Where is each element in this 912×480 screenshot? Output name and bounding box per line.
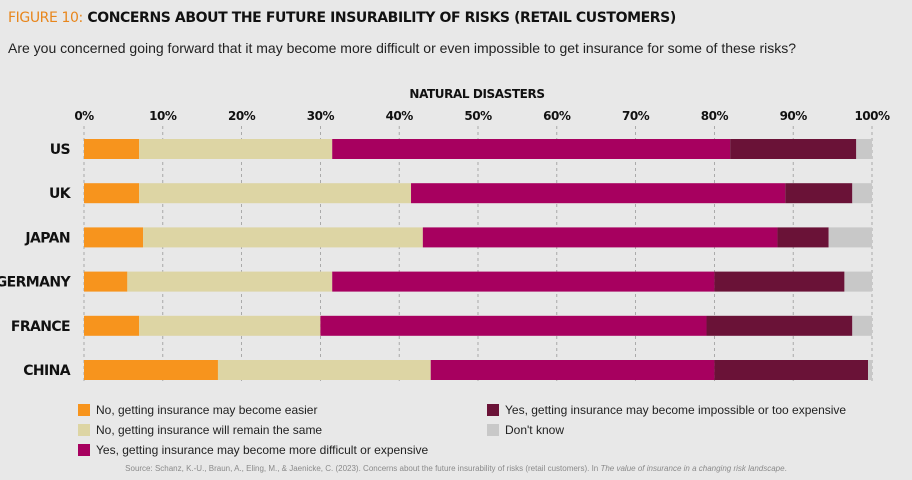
x-tick-label: 0% — [74, 109, 94, 123]
x-tick-label: 40% — [386, 109, 414, 123]
category-label: GERMANY — [0, 275, 71, 291]
legend-column-left: No, getting insurance may become easier N… — [78, 402, 428, 462]
bar-segment — [84, 271, 128, 292]
bar-segment — [84, 227, 144, 248]
bar-segment — [84, 360, 218, 380]
figure-title: FIGURE 10: CONCERNS ABOUT THE FUTURE INS… — [8, 10, 676, 26]
x-tick-label: 10% — [149, 109, 177, 123]
category-label: FRANCE — [11, 319, 70, 335]
figure-title-text: CONCERNS ABOUT THE FUTURE INSURABILITY O… — [87, 10, 676, 26]
bar-segment — [430, 360, 715, 380]
legend-column-right: Yes, getting insurance may become imposs… — [487, 402, 846, 442]
bar-segment — [714, 360, 869, 380]
legend-label: No, getting insurance may become easier — [96, 403, 318, 417]
figure-number: FIGURE 10: — [8, 10, 83, 26]
bar-segment — [139, 315, 321, 336]
x-tick-label: 50% — [464, 109, 492, 123]
bar-segment — [852, 315, 872, 336]
bar-segment — [84, 139, 140, 159]
x-tick-label: 90% — [780, 109, 808, 123]
x-tick-label: 20% — [228, 109, 256, 123]
bar-segment — [139, 183, 412, 204]
stacked-bar-chart: NATURAL DISASTERS 0% 10% 20% 30% 40% 50% 60% 70… — [0, 87, 891, 384]
category-label: UK — [49, 186, 72, 202]
x-tick-label: 30% — [307, 109, 335, 123]
source-text: Source: Schanz, K.-U., Braun, A., Eling,… — [125, 464, 601, 473]
bar-segment — [777, 227, 829, 248]
source-suffix: . — [784, 464, 787, 473]
legend-item: No, getting insurance may become easier — [78, 402, 428, 418]
x-tick-label: 100% — [854, 109, 890, 123]
bar-segment — [422, 227, 778, 248]
source-work-title: The value of insurance in a changing ris… — [600, 464, 785, 473]
bar-segment — [139, 139, 333, 159]
bar-segment — [844, 271, 872, 292]
x-tick-labels: 0% 10% 20% 30% 40% 50% 60% 70% 80% 90% 100% — [74, 109, 890, 123]
bar-segment — [730, 139, 857, 159]
legend-swatch — [78, 444, 90, 456]
bar-segment — [320, 315, 707, 336]
bar-segment — [868, 360, 872, 380]
category-label: JAPAN — [24, 230, 70, 246]
legend-label: Don't know — [505, 423, 564, 437]
bar-segment — [84, 183, 140, 204]
category-label: CHINA — [23, 363, 71, 379]
x-tick-label: 60% — [543, 109, 571, 123]
legend-swatch — [487, 404, 499, 416]
legend-swatch — [78, 424, 90, 436]
bar-segment — [84, 315, 140, 336]
bar-segment — [127, 271, 333, 292]
legend-item: Yes, getting insurance may become imposs… — [487, 402, 846, 418]
legend-label: No, getting insurance will remain the sa… — [96, 423, 323, 437]
grid — [83, 126, 873, 384]
figure-subtitle: Are you concerned going forward that it … — [8, 40, 797, 56]
legend-item: Yes, getting insurance may become more d… — [78, 442, 428, 458]
bar-segment — [332, 271, 715, 292]
category-label: US — [50, 142, 71, 158]
bar-segment — [714, 271, 845, 292]
bar-segment — [217, 360, 431, 380]
bar-segment — [856, 139, 872, 159]
bar-segment — [706, 315, 853, 336]
legend-item: Don't know — [487, 422, 846, 438]
bar-segment — [143, 227, 423, 248]
bar-segment — [411, 183, 786, 204]
legend-label: Yes, getting insurance may become more d… — [96, 443, 429, 457]
legend-swatch — [78, 404, 90, 416]
legend-swatch — [487, 424, 499, 436]
bar-segment — [852, 183, 872, 204]
legend-label: Yes, getting insurance may become imposs… — [505, 403, 847, 417]
bars — [84, 139, 872, 380]
legend-item: No, getting insurance will remain the sa… — [78, 422, 428, 438]
bar-segment — [332, 139, 731, 159]
bar-segment — [828, 227, 872, 248]
bar-segment — [785, 183, 853, 204]
source-note: Source: Schanz, K.-U., Braun, A., Eling,… — [0, 464, 912, 473]
x-tick-label: 70% — [622, 109, 650, 123]
x-tick-label: 80% — [701, 109, 729, 123]
category-labels: US UK JAPAN GERMANY FRANCE CHINA — [0, 142, 72, 379]
chart-title: NATURAL DISASTERS — [409, 87, 544, 101]
